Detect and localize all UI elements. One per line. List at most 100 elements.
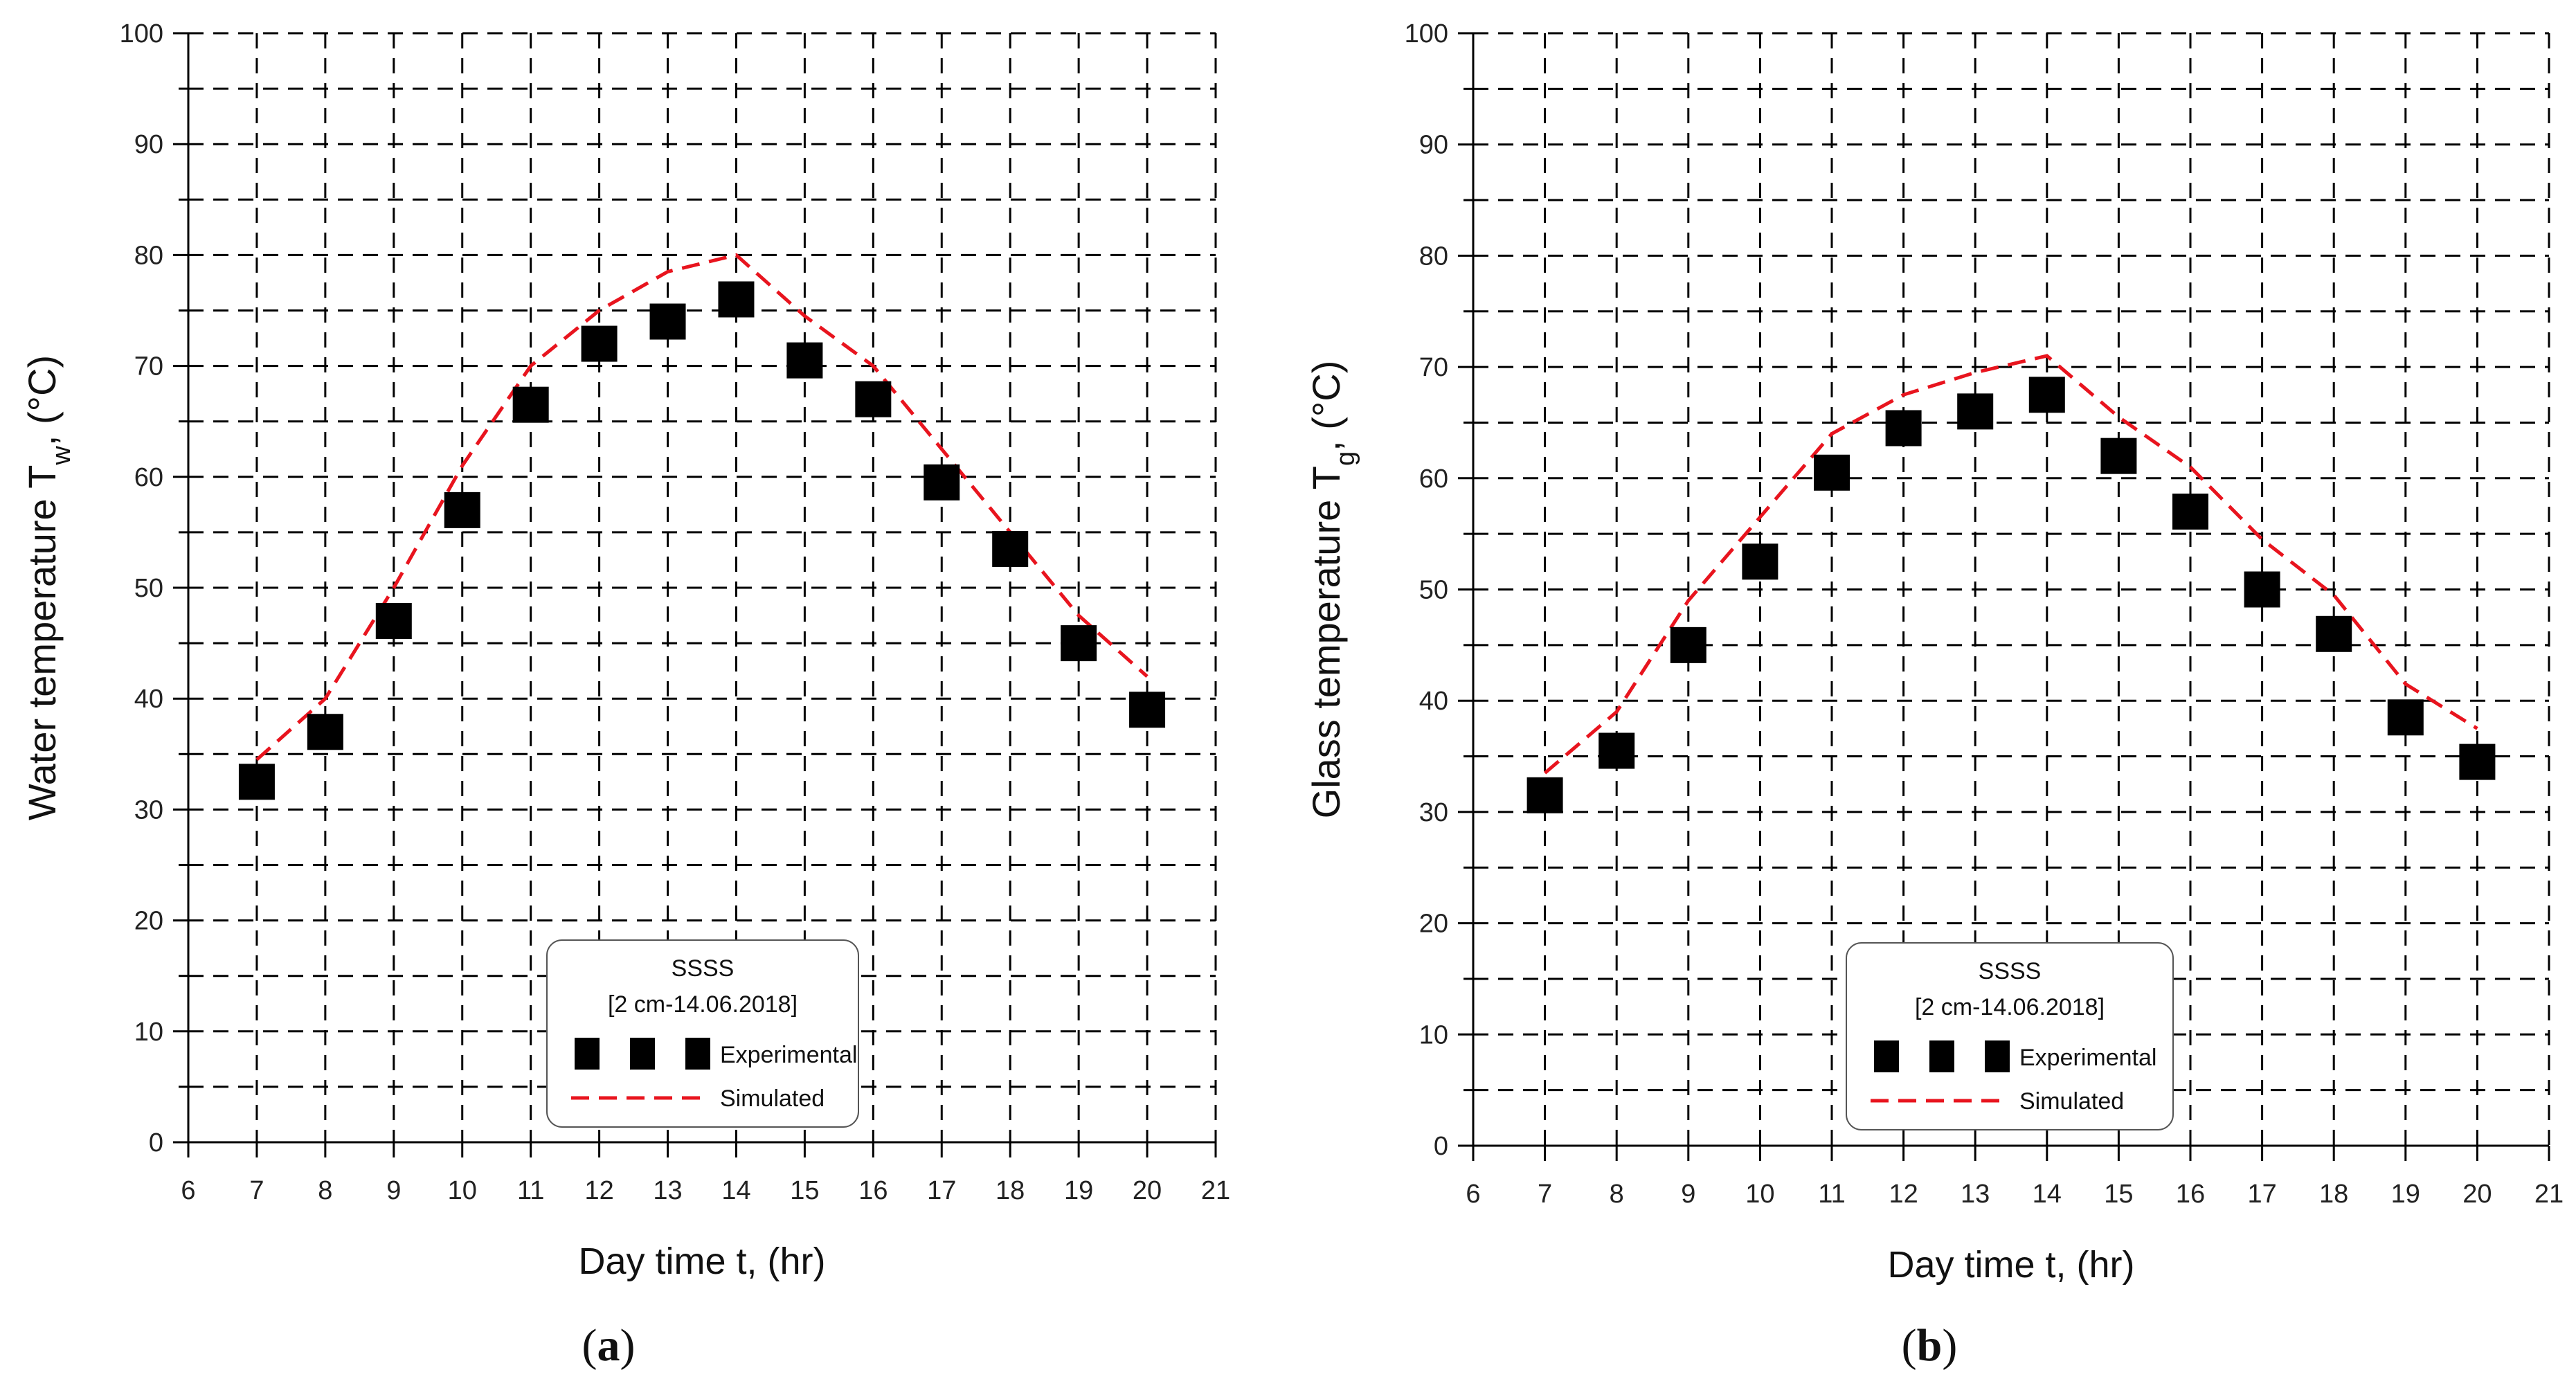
experimental-point [581, 325, 618, 362]
x-tick-label: 16 [2176, 1180, 2205, 1209]
y-axis-title-subscript: g [1331, 451, 1360, 466]
legend-subtitle: [2 cm-14.06.2018] [1915, 994, 2105, 1020]
grid [188, 32, 1217, 1142]
x-tick-label: 20 [1133, 1176, 1162, 1205]
x-axis-title: Day time t, (hr) [578, 1241, 825, 1282]
x-tick-label: 17 [2247, 1180, 2276, 1209]
y-tick-label: 40 [134, 685, 163, 714]
x-tick-label: 19 [1064, 1176, 1093, 1205]
x-tick-label: 14 [721, 1176, 750, 1205]
y-tick-label: 10 [1419, 1020, 1448, 1049]
x-tick-label: 9 [1681, 1180, 1695, 1209]
x-tick-label: 15 [2104, 1180, 2133, 1209]
x-tick-label: 11 [517, 1176, 544, 1205]
experimental-point [924, 464, 960, 501]
y-axis-title-unit: (°C) [20, 355, 64, 424]
y-tick-label: 90 [1419, 131, 1448, 160]
y-tick-label: 90 [134, 130, 163, 159]
panel-label-close: ) [1942, 1320, 1957, 1371]
x-tick-label: 15 [790, 1176, 819, 1205]
experimental-point [1526, 777, 1563, 813]
legend-entry-experimental: Experimental [2019, 1045, 2156, 1071]
panel-label-open: ( [1902, 1320, 1917, 1371]
x-tick-label: 11 [1818, 1180, 1845, 1209]
x-tick-label: 12 [584, 1176, 613, 1205]
panel-label-open: ( [582, 1320, 597, 1371]
x-tick-label: 13 [653, 1176, 682, 1205]
experimental-point [512, 386, 549, 423]
y-tick-label: 50 [1419, 576, 1448, 605]
experimental-point [1742, 543, 1778, 580]
experimental-point [1814, 454, 1850, 491]
series-simulated-line [255, 253, 1149, 761]
experimental-point [1885, 410, 1922, 447]
y-axis-title-main: Glass temperature T [1304, 466, 1348, 818]
y-tick-label: 30 [1419, 798, 1448, 827]
y-axis-title: Water temperature Tw, (°C) [20, 355, 76, 820]
panel-label-letter: b [1917, 1320, 1943, 1371]
x-tick-label: 17 [927, 1176, 956, 1205]
x-tick-label: 20 [2462, 1180, 2492, 1209]
y-tick-label: 20 [134, 907, 163, 936]
y-axis-title-comma: , [20, 424, 64, 446]
y-tick-label: 70 [1419, 353, 1448, 382]
experimental-point [992, 530, 1029, 567]
legend-subtitle: [2 cm-14.06.2018] [608, 991, 798, 1018]
experimental-point [375, 603, 412, 640]
experimental-point [2028, 377, 2065, 413]
y-tick-label: 60 [1419, 465, 1448, 494]
experimental-point [649, 303, 686, 340]
experimental-point [2172, 494, 2208, 530]
legend-title: SSSS [1979, 958, 2042, 984]
x-tick-label: 19 [2391, 1180, 2420, 1209]
y-tick-label: 70 [134, 352, 163, 381]
panel-label-close: ) [620, 1320, 636, 1371]
experimental-point [718, 281, 755, 318]
experimental-point [2459, 743, 2496, 780]
x-tick-label: 21 [1201, 1176, 1230, 1205]
experimental-point [307, 714, 343, 750]
x-tick-label: 9 [386, 1176, 401, 1205]
legend-title: SSSS [672, 955, 735, 982]
x-tick-label: 18 [996, 1176, 1025, 1205]
experimental-point [855, 381, 892, 417]
y-tick-label: 60 [134, 463, 163, 492]
experimental-point [444, 492, 480, 528]
x-tick-label: 8 [1610, 1180, 1624, 1209]
y-tick-label: 30 [134, 795, 163, 824]
y-tick-label: 0 [1434, 1132, 1448, 1161]
experimental-point [2244, 571, 2280, 608]
legend-entry-simulated: Simulated [2019, 1088, 2124, 1115]
y-tick-label: 100 [120, 19, 163, 48]
y-tick-label: 0 [149, 1128, 163, 1157]
x-tick-label: 21 [2534, 1180, 2564, 1209]
y-tick-label: 50 [134, 574, 163, 603]
y-axis-title: Glass temperature Tg, (°C) [1304, 361, 1360, 819]
x-tick-label: 6 [181, 1176, 195, 1205]
y-tick-label: 10 [134, 1018, 163, 1047]
y-axis-title-subscript: w [47, 446, 76, 466]
experimental-point [2100, 438, 2137, 474]
legend-experimental-marker [1985, 1040, 2010, 1072]
y-tick-label: 80 [1419, 242, 1448, 271]
panel-label-letter: a [597, 1320, 620, 1371]
x-axis-title: Day time t, (hr) [1887, 1244, 2134, 1286]
y-tick-label: 100 [1405, 19, 1448, 48]
x-tick-label: 10 [448, 1176, 477, 1205]
y-axis-title-comma: , [1304, 430, 1348, 451]
legend: SSSS [2 cm-14.06.2018] Experimental Simulat… [546, 939, 859, 1128]
x-tick-label: 14 [2033, 1180, 2062, 1209]
x-tick-label: 16 [858, 1176, 888, 1205]
x-tick-label: 6 [1466, 1180, 1480, 1209]
experimental-point [1129, 692, 1166, 728]
x-tick-label: 7 [249, 1176, 264, 1205]
panel-label: (b) [1902, 1320, 1958, 1371]
experimental-point [1061, 625, 1097, 662]
experimental-point [2316, 615, 2352, 652]
series-simulated-line [1543, 354, 2478, 775]
legend-experimental-marker [685, 1038, 710, 1070]
legend-experimental-marker [575, 1038, 600, 1070]
y-axis-title-unit: (°C) [1304, 361, 1348, 430]
chart-panel-b: 0 10 20 30 40 50 60 70 80 90 100 6 7 8 9 10 11 12 13 14 15 16… [1304, 19, 2564, 1371]
x-tick-label: 18 [2319, 1180, 2348, 1209]
